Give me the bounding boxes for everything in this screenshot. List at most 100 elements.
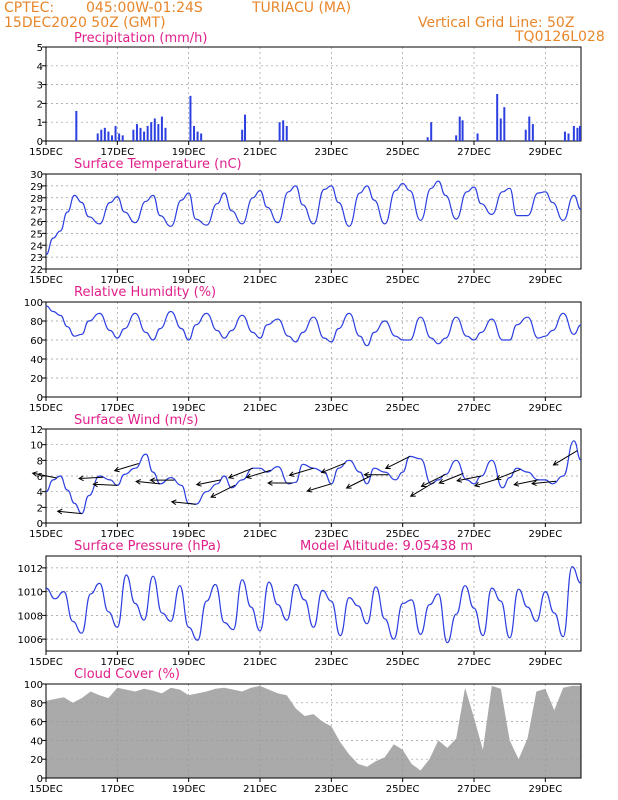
x-tick-label: 25DEC: [386, 275, 420, 286]
panel-title: Surface Wind (m/s): [74, 413, 198, 428]
precip-bar: [578, 125, 581, 141]
y-tick-label: 6: [37, 472, 43, 483]
y-tick-label: 4: [37, 488, 43, 499]
x-tick-label: 23DEC: [314, 784, 348, 795]
precip-bar: [146, 125, 149, 141]
precip-bar: [499, 118, 502, 141]
y-tick-label: 8: [37, 456, 43, 467]
x-tick-label: 27DEC: [457, 275, 491, 286]
x-tick-label: 15DEC: [29, 147, 63, 158]
wind-arrow: [473, 478, 500, 488]
y-tick-label: 0: [37, 519, 43, 530]
header-vertical-grid-line: Vertical Grid Line: 50Z: [418, 15, 575, 31]
x-tick-label: 29DEC: [528, 275, 562, 286]
wind-arrow: [210, 484, 236, 498]
precip-bar: [139, 127, 142, 141]
precip-bar: [143, 131, 146, 141]
y-tick-label: 40: [30, 355, 43, 366]
x-tick-label: 29DEC: [528, 403, 562, 414]
panel-title: Precipitation (mm/h): [74, 31, 207, 46]
plot-area: [46, 47, 581, 141]
precip-bar: [96, 133, 99, 141]
precip-bar: [132, 129, 135, 141]
y-tick-label: 80: [30, 317, 43, 328]
series-line: [45, 440, 582, 515]
precip-bar: [528, 116, 531, 141]
x-tick-label: 29DEC: [528, 657, 562, 668]
wind-arrow: [456, 475, 482, 483]
y-tick-label: 26: [30, 218, 43, 229]
x-tick-label: 25DEC: [386, 403, 420, 414]
wind-arrow: [227, 467, 254, 479]
wind-arrow: [552, 450, 578, 466]
x-tick-label: 19DEC: [172, 784, 206, 795]
x-tick-label: 23DEC: [314, 403, 348, 414]
wind-arrow: [320, 462, 346, 474]
wind-arrow: [345, 475, 371, 489]
wind-arrow: [31, 471, 57, 479]
wind-arrow: [384, 455, 411, 470]
x-tick-label: 17DEC: [100, 784, 134, 795]
x-tick-label: 21DEC: [243, 147, 277, 158]
precip-bar: [576, 127, 579, 141]
y-tick-label: 0: [37, 774, 43, 785]
y-tick-label: 100: [24, 298, 43, 309]
precip-bar: [100, 129, 103, 141]
plot-frame: [45, 46, 582, 142]
precip-bar: [189, 95, 192, 141]
x-tick-label: 27DEC: [457, 657, 491, 668]
y-tick-label: 60: [30, 718, 43, 729]
wind-arrow: [530, 480, 557, 487]
x-tick-label: 27DEC: [457, 529, 491, 540]
x-tick-label: 19DEC: [172, 275, 206, 286]
plot-area: [46, 556, 581, 651]
plot-frame: [45, 683, 582, 779]
x-tick-label: 23DEC: [314, 657, 348, 668]
x-tick-label: 25DEC: [386, 657, 420, 668]
y-tick-label: 27: [30, 206, 43, 217]
precip-bar: [153, 118, 156, 141]
y-tick-label: 1006: [18, 635, 43, 646]
plot-frame: [45, 173, 582, 270]
y-tick-label: 40: [30, 736, 43, 747]
panel-title: Surface Pressure (hPa): [74, 539, 221, 554]
header-run-date: 15DEC2020 50Z (GMT): [4, 15, 166, 31]
x-tick-label: 27DEC: [457, 147, 491, 158]
y-tick-label: 5: [37, 43, 43, 54]
x-tick-label: 17DEC: [100, 529, 134, 540]
wind-arrow: [78, 475, 104, 482]
y-tick-label: 80: [30, 699, 43, 710]
precip-bar: [200, 133, 203, 141]
x-tick-label: 19DEC: [172, 657, 206, 668]
precip-bar: [135, 124, 138, 141]
x-tick-label: 19DEC: [172, 147, 206, 158]
wind-arrow: [135, 479, 161, 485]
wind-arrow: [495, 469, 521, 481]
y-tick-label: 3: [37, 81, 43, 92]
precip-bar: [114, 125, 117, 141]
precip-bar: [524, 129, 527, 141]
x-tick-label: 17DEC: [100, 403, 134, 414]
y-tick-label: 22: [30, 265, 43, 276]
y-tick-label: 0: [37, 137, 43, 148]
x-tick-label: 19DEC: [172, 403, 206, 414]
y-tick-label: 1: [37, 118, 43, 129]
wind-arrow: [513, 479, 539, 487]
precip-bar: [193, 125, 196, 141]
header-code: TQ0126L028: [515, 29, 605, 45]
precip-bar: [503, 107, 506, 141]
x-tick-label: 27DEC: [457, 784, 491, 795]
x-tick-label: 21DEC: [243, 529, 277, 540]
y-tick-label: 2: [37, 503, 43, 514]
y-tick-label: 60: [30, 336, 43, 347]
precip-bar: [118, 133, 121, 141]
x-tick-label: 29DEC: [528, 147, 562, 158]
x-tick-label: 15DEC: [29, 275, 63, 286]
precip-bar: [121, 135, 124, 141]
wind-arrow: [288, 467, 314, 477]
y-tick-label: 29: [30, 182, 43, 193]
precip-bar: [282, 120, 285, 141]
y-tick-label: 4: [37, 62, 43, 73]
panel-title: Relative Humidity (%): [74, 285, 216, 300]
wind-arrow: [420, 473, 446, 488]
